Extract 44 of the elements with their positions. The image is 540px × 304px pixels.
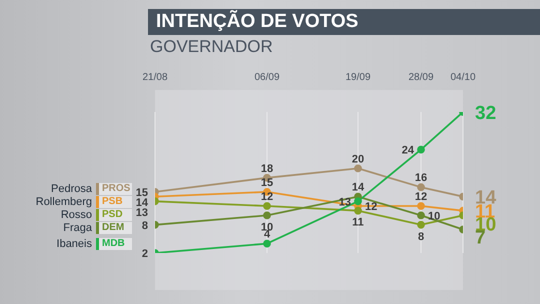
legend-label: Rollemberg	[36, 196, 92, 208]
legend-label: Ibaneis	[56, 238, 92, 250]
x-tick-label: 28/09	[408, 72, 434, 83]
text: PROS	[96, 182, 132, 194]
data-label: 13	[136, 206, 148, 219]
data-label: 18	[260, 162, 274, 175]
text: PSB	[96, 196, 132, 208]
data-label: 12	[260, 191, 274, 203]
x-tick-label: 04/10	[450, 72, 476, 83]
x-tick-label: 06/09	[254, 72, 280, 83]
point	[354, 206, 362, 215]
text: DEM	[96, 222, 132, 234]
legend-label: Pedrosa	[51, 182, 92, 194]
x-tick-label: 19/09	[345, 72, 371, 83]
point	[417, 202, 425, 210]
legend-label: Fraga	[63, 222, 92, 234]
data-label: 24	[402, 144, 415, 157]
text: MDB	[96, 238, 132, 250]
data-label: 32	[475, 103, 496, 124]
data-label: 8	[142, 220, 148, 232]
data-label: 14	[352, 182, 365, 194]
point	[417, 146, 425, 154]
point	[354, 164, 362, 172]
point	[417, 220, 425, 229]
data-label: 15	[136, 186, 148, 199]
x-tick-label: 21/08	[142, 72, 168, 83]
data-label: 16	[414, 172, 428, 184]
data-label: 8	[418, 230, 424, 243]
data-label: 12	[414, 191, 428, 203]
legend-label: Rosso	[60, 208, 92, 220]
data-label: 11	[352, 216, 364, 229]
chart-subtitle: GOVERNADOR	[150, 37, 273, 57]
point	[263, 202, 271, 210]
point	[263, 212, 271, 220]
point	[417, 212, 425, 220]
data-label: 14	[136, 196, 149, 209]
point	[263, 240, 271, 248]
data-label: 2	[142, 248, 148, 260]
chart-title: INTENÇÃO DE VOTOS	[156, 11, 358, 33]
text: PSD	[96, 208, 132, 220]
data-label: 20	[352, 153, 364, 166]
point	[417, 183, 425, 192]
data-label: 15	[260, 176, 274, 189]
point	[354, 197, 362, 206]
